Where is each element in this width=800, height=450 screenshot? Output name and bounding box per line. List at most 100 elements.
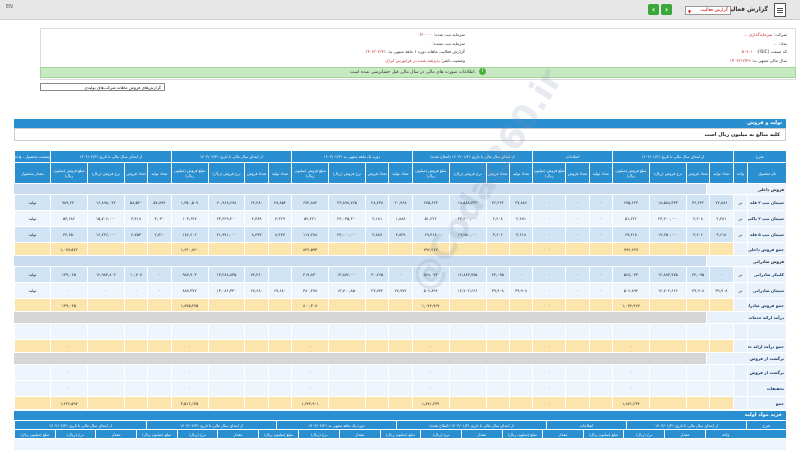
table-cell (14, 381, 50, 396)
table-cell (328, 299, 365, 311)
table-cell (123, 340, 148, 352)
table-row: کلینکر صادراتی تن ۰ ۴۴,۰۹۵ ۱۲,۸۸۳,۷۷۵ ۵۶۸,۰۷۳… (14, 267, 786, 282)
info-icon: i (479, 68, 487, 75)
table-cell: ۴,۳۶۹ (267, 211, 292, 226)
table-header-cell: تعداد فروش (365, 163, 389, 183)
raw-material-sub-header-cell: نرخ (ریال) (54, 430, 96, 438)
table-cell (588, 324, 612, 339)
table-cell: کلینکر صادراتی (747, 267, 786, 282)
table-cell (709, 243, 733, 255)
language-switch[interactable]: EN (6, 4, 13, 10)
table-cell (508, 381, 533, 396)
table-cell: ۱۹,۲۵۰,۰۰۰ (448, 227, 486, 242)
prev-report-button[interactable]: › (661, 4, 672, 15)
table-cell (508, 324, 533, 339)
table-cell: ۱,۸۷۵,۲۷۵ (170, 299, 208, 311)
table-cell: تولید (14, 195, 50, 210)
table-cell: ۲۴,۰۳۵,۳۰۰ (328, 211, 365, 226)
table-cell: تن (732, 283, 748, 298)
table-cell: ۴,۸۲۹ (388, 227, 412, 242)
raw-material-sub-header-cell: نرخ (ریال) (298, 430, 339, 438)
table-cell (685, 365, 710, 380)
table-cell (565, 381, 589, 396)
table-cell (732, 397, 748, 409)
report-type-select[interactable]: ▼ گزارش فعالیت (685, 6, 731, 15)
table-cell (328, 243, 365, 255)
table-row: سیمان صادراتی تن ۳۹,۹۰۸ ۳۹,۹۰۸ ۱۲,۷۰۲,۶۶۶ ۵۰۶… (14, 283, 786, 298)
table-cell: ۰ (291, 365, 329, 380)
table-group-header-cell: شرح (732, 151, 786, 162)
table-cell: ۱,۸۷۱,۲۳۴ (411, 397, 449, 409)
table-cell: ۰ (411, 365, 449, 380)
table-group-header-cell: اصلاحات (532, 151, 612, 162)
report-subtype-select[interactable]: گزارش‌های فروش ماهانه شرکت‌های تولیدی (40, 83, 165, 91)
table-header-cell: نام محصول (747, 163, 786, 183)
table-cell (14, 243, 50, 255)
table-cell (685, 397, 710, 409)
table-cell (328, 381, 365, 396)
table-category-label: فروش داخلی (706, 184, 786, 194)
table-cell: ۲,۲۰۸ (685, 211, 710, 226)
chevron-down-icon: ▼ (688, 9, 692, 14)
table-cell: ۰ (532, 381, 566, 396)
table-cell (565, 365, 589, 380)
table-cell: ۵۶۸,۰۷۳ (611, 267, 649, 282)
table-cell: تولید (14, 211, 50, 226)
table-row: جمع ۱,۸۷۱,۲۳۴ ۰ ۱,۸۷۱,۲۳۴ ۱,۶۴۴,۹۰۱ ۳,۵۱۶,۱۳۵… (14, 397, 786, 409)
table-cell (365, 243, 389, 255)
table-cell (328, 340, 365, 352)
table-header-cell: مبلغ فروش (میلیون ریال) (411, 163, 449, 183)
table-cell: ۳۹,۹۰۸ (508, 283, 533, 298)
table-cell (685, 299, 710, 311)
table-cell (508, 397, 533, 409)
table-cell: ۳۰,۲۶۵ (365, 267, 389, 282)
table-cell (648, 324, 686, 339)
raw-material-sub-header-cell: مبلغ (میلیون ریال) (135, 430, 177, 438)
table-cell: ۷۴,۳۶۰ (244, 267, 268, 282)
table-cell: ۲۰,۹۶۸ (388, 195, 412, 210)
table-cell (291, 324, 329, 339)
table-cell: ۱۱۷,۲۸۸ (291, 227, 329, 242)
table-row: فروش داخلی (14, 184, 786, 194)
table-cell (86, 340, 124, 352)
table-cell (14, 365, 50, 380)
table-cell (485, 299, 509, 311)
table-cell (86, 243, 124, 255)
table-cell (508, 299, 533, 311)
table-cell: ۰ (532, 227, 566, 242)
table-cell (388, 397, 412, 409)
table-cell: ۰ (611, 365, 649, 380)
table-cell: ۳۸۰,۴۷۸ (291, 283, 329, 298)
table-cell: ۴۴,۶۵۰ (50, 227, 87, 242)
table-category-label: برگشت از فروش (706, 353, 786, 364)
table-cell: ۷۹۶,۲۶۷ (611, 243, 649, 255)
table-cell (328, 365, 365, 380)
raw-material-sub-header-cell: مقدار (339, 430, 380, 438)
table-cell (448, 243, 486, 255)
table-cell: ۰ (588, 211, 612, 226)
table-cell (388, 324, 412, 339)
table-cell: ۵۱,۲۲۶ (611, 211, 649, 226)
table-cell: ۰ (532, 195, 566, 210)
table-cell (388, 340, 412, 352)
table-cell: ۰ (411, 381, 449, 396)
table-group-header: شرح از ابتدای سال مالی تا تاریخ ۱۴۰۳/۰۱/۳… (14, 151, 786, 162)
table-cell (365, 299, 389, 311)
next-report-button[interactable]: ‹ (648, 4, 659, 15)
table-cell (365, 340, 389, 352)
table-row: جمع درآمد ارائه خدمات ۰ ۰ ۰ ۰ ۰ ۰ (14, 340, 786, 352)
table-cell: ۱۶,۸۹۸,۰۴۲ (86, 195, 124, 210)
table-cell (448, 365, 486, 380)
table-cell (648, 365, 686, 380)
table-cell: ۵۰۶,۸۹۴ (411, 283, 449, 298)
table-cell: ۴,۳۸۹ (244, 211, 268, 226)
table-cell: سیمان تیپ ۲ فله (747, 195, 786, 210)
table-cell: ۱,۸۸۸ (388, 211, 412, 226)
table-cell (485, 243, 509, 255)
table-cell: ۳۶,۲۴۲ (485, 195, 509, 210)
table-cell (147, 397, 171, 409)
table-cell (267, 299, 292, 311)
table-cell: ۱۸,۵۸۸,۳۳۳ (648, 195, 686, 210)
table-cell (588, 340, 612, 352)
table-cell (388, 243, 412, 255)
